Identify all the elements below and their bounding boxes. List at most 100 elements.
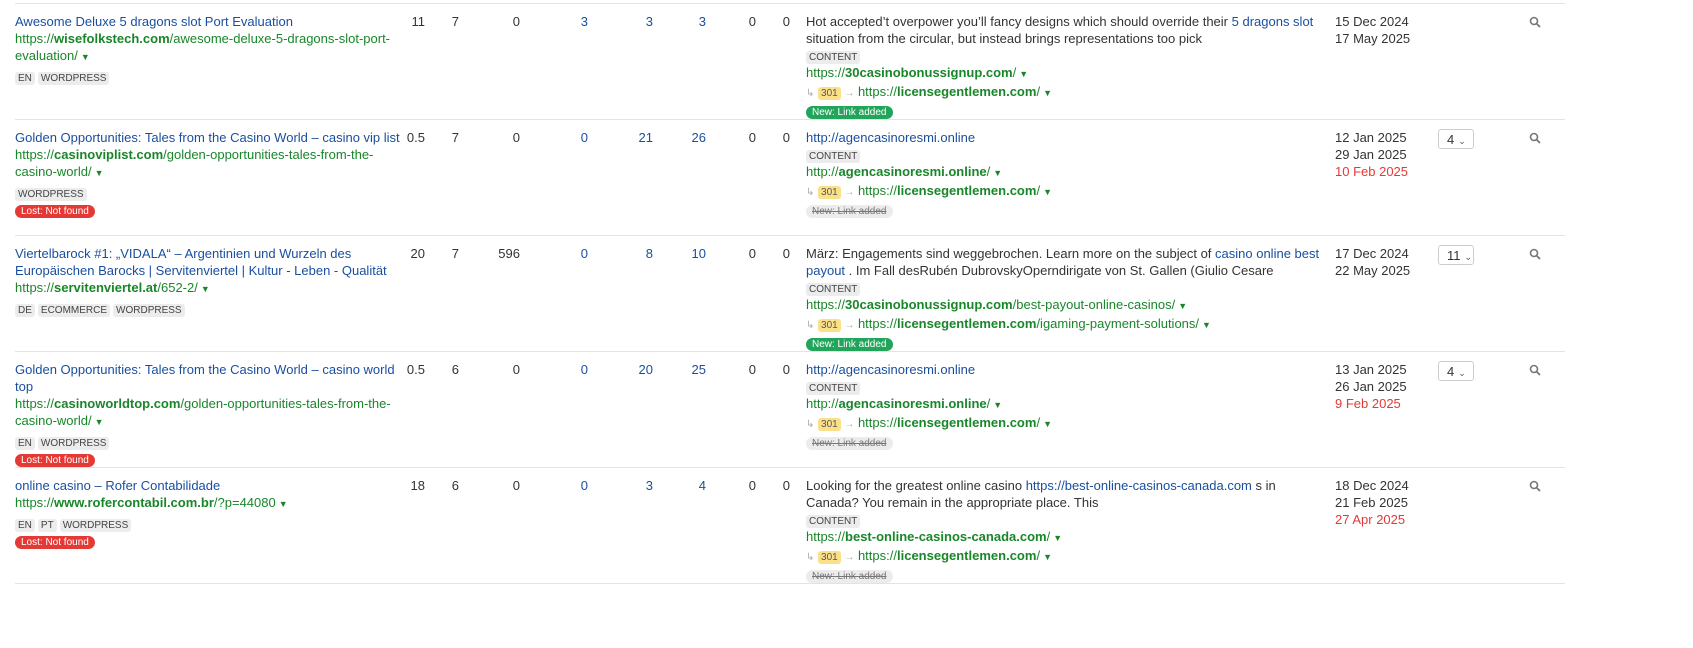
caret-down-icon[interactable]: ▼ bbox=[1043, 552, 1052, 562]
metric-value: 11 bbox=[411, 14, 426, 29]
redirect-url[interactable]: https://licensegentlemen.com/ bbox=[857, 84, 1041, 99]
page-title-link[interactable]: Awesome Deluxe 5 dragons slot Port Evalu… bbox=[15, 14, 293, 29]
metric-value[interactable]: 20 bbox=[638, 362, 653, 377]
table-row: Golden Opportunities: Tales from the Cas… bbox=[15, 352, 1565, 468]
page-url[interactable]: https://servitenviertel.at/652-2/ bbox=[15, 280, 198, 295]
metric-value[interactable]: 25 bbox=[691, 362, 706, 377]
backlinks-table: Awesome Deluxe 5 dragons slot Port Evalu… bbox=[15, 3, 1565, 584]
caret-down-icon[interactable]: ▼ bbox=[200, 284, 210, 294]
search-icon[interactable] bbox=[1529, 132, 1541, 144]
page-url[interactable]: https://wisefolkstech.com/awesome-deluxe… bbox=[15, 31, 391, 63]
target-url[interactable]: https://best-online-casinos-canada.com/ bbox=[806, 529, 1051, 544]
metric-value[interactable]: 0 bbox=[580, 130, 588, 145]
metric-value: 7 bbox=[451, 246, 459, 261]
metric-value[interactable]: 3 bbox=[645, 478, 653, 493]
caret-down-icon[interactable]: ▼ bbox=[1178, 301, 1188, 311]
metric-value[interactable]: 0 bbox=[580, 478, 588, 493]
referring-page: Golden Opportunities: Tales from the Cas… bbox=[15, 361, 400, 467]
table-row: Awesome Deluxe 5 dragons slot Port Evalu… bbox=[15, 4, 1565, 120]
search-icon[interactable] bbox=[1529, 248, 1541, 260]
page-title-link[interactable]: online casino – Rofer Contabilidade bbox=[15, 478, 221, 493]
caret-down-icon[interactable]: ▼ bbox=[1043, 187, 1052, 197]
similar-links-dropdown[interactable]: 4 ⌄ bbox=[1438, 361, 1474, 381]
tag: ECOMMERCE bbox=[37, 304, 111, 317]
page-title-link[interactable]: Golden Opportunities: Tales from the Cas… bbox=[15, 362, 395, 394]
metric-value[interactable]: 4 bbox=[698, 478, 706, 493]
target-url[interactable]: http://agencasinoresmi.online/ bbox=[806, 164, 991, 179]
table-row: online casino – Rofer Contabilidade http… bbox=[15, 468, 1565, 584]
metric-value[interactable]: 3 bbox=[645, 14, 653, 29]
anchor-and-target: http://agencasinoresmi.online CONTENT ht… bbox=[806, 361, 1326, 450]
last-seen-date: 22 May 2025 bbox=[1335, 263, 1411, 278]
similar-links-dropdown[interactable]: 11 ⌄ bbox=[1438, 245, 1474, 265]
lost-date: 27 Apr 2025 bbox=[1335, 512, 1406, 527]
page-url[interactable]: https://casinoviplist.com/golden-opportu… bbox=[15, 147, 374, 179]
anchor-link[interactable]: http://agencasinoresmi.online bbox=[806, 130, 976, 145]
anchor-link[interactable]: https://best-online-casinos-canada.com bbox=[1025, 478, 1252, 493]
metric-value: 596 bbox=[498, 246, 520, 261]
metric-value: 0 bbox=[748, 14, 756, 29]
arrow-right-icon: → bbox=[844, 419, 855, 430]
metric-value[interactable]: 21 bbox=[638, 130, 653, 145]
metric-value[interactable]: 10 bbox=[691, 246, 706, 261]
table-row: Viertelbarock #1: „VIDALA“ – Argentinien… bbox=[15, 236, 1565, 352]
metric-value[interactable]: 0 bbox=[580, 362, 588, 377]
arrow-right-icon: → bbox=[844, 320, 855, 331]
metric-value: 0 bbox=[748, 478, 756, 493]
tag: PT bbox=[37, 519, 57, 532]
caret-down-icon[interactable]: ▼ bbox=[993, 400, 1003, 410]
anchor-link[interactable]: 5 dragons slot bbox=[1231, 14, 1314, 29]
search-icon[interactable] bbox=[1529, 364, 1541, 376]
target-url[interactable]: http://agencasinoresmi.online/ bbox=[806, 396, 991, 411]
caret-down-icon[interactable]: ▼ bbox=[94, 417, 104, 427]
target-url[interactable]: https://30casinobonussignup.com/ bbox=[806, 65, 1017, 80]
caret-down-icon[interactable]: ▼ bbox=[80, 52, 90, 62]
metric-value[interactable]: 0 bbox=[580, 246, 588, 261]
caret-down-icon[interactable]: ▼ bbox=[1202, 320, 1211, 330]
metric-value: 0 bbox=[782, 14, 790, 29]
redirect-url[interactable]: https://licensegentlemen.com/ bbox=[857, 183, 1041, 198]
metric-value[interactable]: 8 bbox=[645, 246, 653, 261]
caret-down-icon[interactable]: ▼ bbox=[993, 168, 1003, 178]
anchor-and-target: März: Engagements sind weggebrochen. Lea… bbox=[806, 245, 1326, 351]
caret-down-icon[interactable]: ▼ bbox=[1053, 533, 1063, 543]
anchor-link[interactable]: http://agencasinoresmi.online bbox=[806, 362, 976, 377]
caret-down-icon[interactable]: ▼ bbox=[278, 499, 288, 509]
metric-value[interactable]: 26 bbox=[691, 130, 706, 145]
redirect-url[interactable]: https://licensegentlemen.com/igaming-pay… bbox=[857, 316, 1200, 331]
caret-down-icon[interactable]: ▼ bbox=[1019, 69, 1029, 79]
tag: EN bbox=[15, 72, 35, 85]
page-url[interactable]: https://casinoworldtop.com/golden-opport… bbox=[15, 396, 391, 428]
page-url[interactable]: https://www.rofercontabil.com.br/?p=4408… bbox=[15, 495, 276, 510]
redirect-arrow-icon: ↳ bbox=[806, 187, 815, 198]
status-badge: Lost: Not found bbox=[15, 536, 95, 549]
caret-down-icon[interactable]: ▼ bbox=[94, 168, 104, 178]
page-title-link[interactable]: Golden Opportunities: Tales from the Cas… bbox=[15, 130, 400, 145]
metric-value: 0 bbox=[748, 362, 756, 377]
similar-links-dropdown[interactable]: 4 ⌄ bbox=[1438, 129, 1474, 149]
search-icon[interactable] bbox=[1529, 16, 1541, 28]
redirect-code: 301 bbox=[818, 87, 841, 100]
redirect-url[interactable]: https://licensegentlemen.com/ bbox=[857, 415, 1041, 430]
first-seen-date: 17 Dec 2024 bbox=[1335, 246, 1409, 261]
anchor-link[interactable]: casino online best payout bbox=[806, 246, 1320, 278]
target-url[interactable]: https://30casinobonussignup.com/best-pay… bbox=[806, 297, 1176, 312]
metric-value[interactable]: 3 bbox=[580, 14, 588, 29]
first-seen-date: 12 Jan 2025 bbox=[1335, 130, 1407, 145]
metric-value: 0 bbox=[782, 130, 790, 145]
search-icon[interactable] bbox=[1529, 480, 1541, 492]
metric-value: 0.5 bbox=[406, 362, 425, 377]
referring-page: Viertelbarock #1: „VIDALA“ – Argentinien… bbox=[15, 245, 400, 317]
tag: WORDPRESS bbox=[37, 72, 110, 85]
redirect-url[interactable]: https://licensegentlemen.com/ bbox=[857, 548, 1041, 563]
anchor-text: März: Engagements sind weggebrochen. Lea… bbox=[806, 246, 1216, 261]
link-type-tag: CONTENT bbox=[806, 382, 861, 395]
referring-page: Golden Opportunities: Tales from the Cas… bbox=[15, 129, 400, 218]
chevron-down-icon: ⌄ bbox=[1464, 252, 1473, 262]
page-title-link[interactable]: Viertelbarock #1: „VIDALA“ – Argentinien… bbox=[15, 246, 387, 278]
caret-down-icon[interactable]: ▼ bbox=[1043, 419, 1052, 429]
caret-down-icon[interactable]: ▼ bbox=[1043, 88, 1052, 98]
arrow-right-icon: → bbox=[844, 552, 855, 563]
lost-date: 10 Feb 2025 bbox=[1335, 164, 1409, 179]
metric-value[interactable]: 3 bbox=[698, 14, 706, 29]
